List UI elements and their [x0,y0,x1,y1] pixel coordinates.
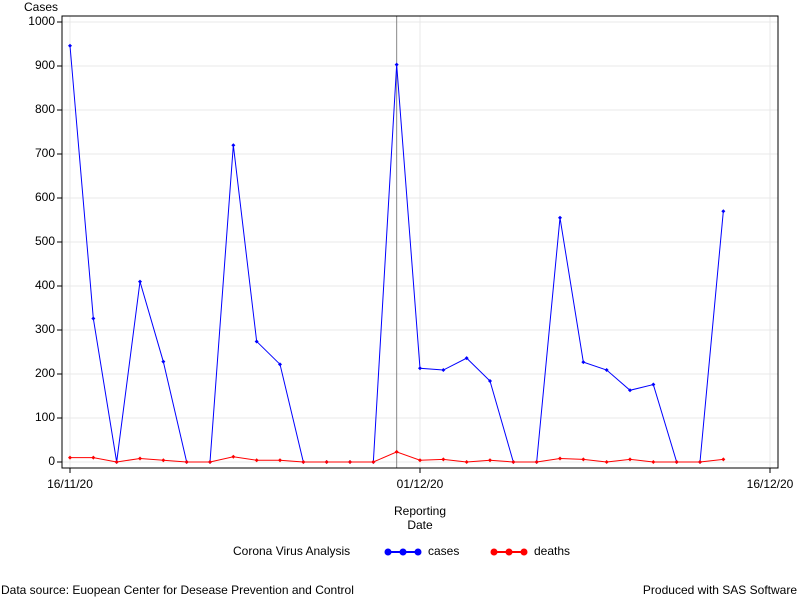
point [651,460,656,464]
point [721,209,726,214]
point [441,457,446,462]
footnote: Data source: Euopean Center for Desease … [1,583,354,597]
x-tick-label: 01/12/20 [397,477,444,491]
point [278,362,282,367]
y-tick-label: 800 [35,102,55,116]
point [581,360,586,365]
point [394,449,399,454]
point [441,368,446,373]
footnote: Produced with SAS Software [643,583,797,597]
y-tick-label: 300 [35,322,55,336]
legend-marker [505,548,513,556]
point [488,379,492,384]
point [534,460,539,464]
point [68,455,72,460]
y-tick-label: 0 [48,454,55,468]
point [348,460,352,464]
point [208,460,212,464]
y-axis-label: Cases [24,0,58,14]
point [651,382,656,387]
point [301,460,306,464]
legend-marker [520,548,528,556]
point [138,456,142,461]
y-tick-label: 100 [35,410,55,424]
y-tick-label: 400 [35,278,55,292]
point [184,460,189,464]
point [394,62,399,67]
point [628,388,632,393]
point [161,458,166,463]
legend-label: cases [428,544,459,558]
x-axis-label: Reporting Date [394,504,446,532]
point [254,458,259,463]
point [628,457,632,462]
y-tick-label: 500 [35,234,55,248]
point [721,457,726,462]
legend-marker [384,548,392,556]
point [324,460,329,464]
legend-label: deaths [534,544,570,558]
plot-frame [61,15,779,469]
point [464,460,469,464]
point [231,454,236,459]
point [511,460,516,464]
y-tick-label: 200 [35,366,55,380]
point [418,458,422,463]
point [254,339,259,344]
legend-marker [414,548,422,556]
point [558,456,562,461]
x-tick-label: 16/12/20 [747,477,794,491]
point [138,279,142,284]
point [604,368,609,373]
x-tick-label: 16/11/20 [47,477,93,491]
point [464,356,469,361]
y-tick-label: 900 [35,58,55,72]
point [604,460,609,464]
point [558,215,562,220]
y-tick-label: 1000 [28,14,55,28]
point [91,316,96,321]
point [114,460,119,464]
point [488,458,492,463]
y-tick-label: 600 [35,190,55,204]
point [581,457,586,462]
legend-marker [399,548,407,556]
legend-title: Corona Virus Analysis [233,544,350,558]
point [418,366,422,371]
point [371,460,376,464]
point [698,460,702,464]
point [231,143,236,148]
y-tick-label: 700 [35,146,55,160]
point [278,458,282,463]
point [68,43,72,48]
point [161,359,166,364]
point [91,455,96,460]
point [674,460,679,464]
legend-marker [490,548,498,556]
